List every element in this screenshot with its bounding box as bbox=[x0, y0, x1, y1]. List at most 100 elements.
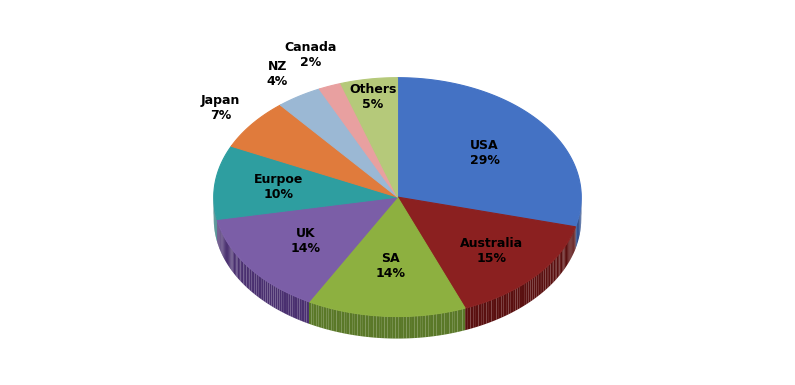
Polygon shape bbox=[286, 292, 289, 315]
Polygon shape bbox=[214, 146, 398, 219]
Polygon shape bbox=[251, 270, 253, 293]
Polygon shape bbox=[320, 84, 398, 197]
Polygon shape bbox=[334, 309, 336, 332]
Polygon shape bbox=[513, 289, 515, 312]
Polygon shape bbox=[542, 270, 544, 293]
Polygon shape bbox=[379, 316, 382, 338]
Polygon shape bbox=[524, 282, 526, 306]
Polygon shape bbox=[534, 275, 537, 299]
Polygon shape bbox=[273, 285, 276, 308]
Polygon shape bbox=[544, 268, 545, 291]
Polygon shape bbox=[484, 301, 487, 325]
Polygon shape bbox=[332, 308, 334, 331]
Polygon shape bbox=[471, 306, 473, 329]
Polygon shape bbox=[307, 301, 309, 324]
Polygon shape bbox=[578, 216, 579, 242]
Polygon shape bbox=[487, 301, 489, 324]
Polygon shape bbox=[549, 263, 550, 287]
Text: UK
14%: UK 14% bbox=[290, 227, 320, 254]
Polygon shape bbox=[290, 294, 293, 317]
Polygon shape bbox=[566, 243, 567, 267]
Polygon shape bbox=[561, 250, 562, 274]
Polygon shape bbox=[540, 271, 542, 295]
Text: NZ
4%: NZ 4% bbox=[267, 60, 288, 88]
Polygon shape bbox=[425, 315, 429, 337]
Polygon shape bbox=[530, 278, 533, 301]
Polygon shape bbox=[326, 307, 329, 330]
Polygon shape bbox=[569, 238, 570, 261]
Polygon shape bbox=[502, 295, 504, 318]
Polygon shape bbox=[336, 310, 339, 332]
Polygon shape bbox=[562, 248, 564, 272]
Polygon shape bbox=[314, 303, 316, 326]
Polygon shape bbox=[324, 306, 326, 329]
Polygon shape bbox=[574, 229, 575, 253]
Polygon shape bbox=[537, 274, 538, 297]
Polygon shape bbox=[276, 286, 277, 310]
Polygon shape bbox=[390, 316, 393, 338]
Polygon shape bbox=[371, 315, 374, 338]
Polygon shape bbox=[550, 262, 552, 285]
Polygon shape bbox=[350, 312, 352, 335]
Polygon shape bbox=[254, 272, 257, 296]
Polygon shape bbox=[560, 252, 561, 275]
Polygon shape bbox=[339, 310, 342, 333]
Polygon shape bbox=[431, 314, 433, 336]
Polygon shape bbox=[277, 288, 280, 311]
Polygon shape bbox=[231, 248, 233, 272]
Polygon shape bbox=[312, 303, 314, 325]
Polygon shape bbox=[267, 281, 270, 305]
Polygon shape bbox=[260, 276, 262, 300]
Polygon shape bbox=[447, 311, 450, 334]
Polygon shape bbox=[309, 302, 312, 325]
Polygon shape bbox=[321, 306, 324, 328]
Polygon shape bbox=[553, 258, 555, 282]
Polygon shape bbox=[555, 257, 556, 280]
Polygon shape bbox=[439, 313, 442, 335]
Polygon shape bbox=[358, 314, 360, 336]
Text: SA
14%: SA 14% bbox=[376, 252, 405, 280]
Polygon shape bbox=[224, 237, 225, 260]
Polygon shape bbox=[243, 262, 245, 286]
Polygon shape bbox=[499, 296, 502, 319]
Polygon shape bbox=[442, 313, 444, 335]
Polygon shape bbox=[415, 316, 417, 338]
Polygon shape bbox=[309, 197, 465, 316]
Polygon shape bbox=[460, 309, 463, 331]
Polygon shape bbox=[347, 312, 350, 335]
Text: Canada
2%: Canada 2% bbox=[285, 41, 337, 69]
Polygon shape bbox=[253, 271, 254, 294]
Polygon shape bbox=[564, 245, 566, 269]
Polygon shape bbox=[457, 310, 460, 332]
Text: Eurpoe
10%: Eurpoe 10% bbox=[254, 173, 304, 201]
Polygon shape bbox=[374, 316, 376, 338]
Polygon shape bbox=[225, 238, 226, 262]
Polygon shape bbox=[558, 253, 560, 277]
Polygon shape bbox=[572, 232, 573, 256]
Polygon shape bbox=[455, 310, 457, 333]
Polygon shape bbox=[433, 314, 436, 336]
Text: Australia
15%: Australia 15% bbox=[460, 237, 523, 265]
Polygon shape bbox=[246, 265, 248, 289]
Polygon shape bbox=[567, 241, 568, 265]
Polygon shape bbox=[465, 307, 468, 330]
Polygon shape bbox=[579, 212, 580, 238]
Polygon shape bbox=[363, 315, 366, 337]
Polygon shape bbox=[239, 258, 241, 281]
Polygon shape bbox=[284, 291, 286, 314]
Polygon shape bbox=[504, 293, 506, 316]
Polygon shape bbox=[241, 259, 242, 283]
Polygon shape bbox=[409, 316, 412, 338]
Polygon shape bbox=[511, 290, 513, 313]
Polygon shape bbox=[452, 311, 455, 333]
Polygon shape bbox=[412, 316, 415, 338]
Polygon shape bbox=[494, 298, 496, 321]
Polygon shape bbox=[476, 304, 479, 327]
Polygon shape bbox=[316, 304, 319, 327]
Polygon shape bbox=[393, 316, 396, 338]
Polygon shape bbox=[398, 316, 401, 338]
Polygon shape bbox=[262, 278, 264, 301]
Polygon shape bbox=[227, 242, 228, 265]
Polygon shape bbox=[496, 297, 499, 320]
Polygon shape bbox=[547, 265, 549, 288]
